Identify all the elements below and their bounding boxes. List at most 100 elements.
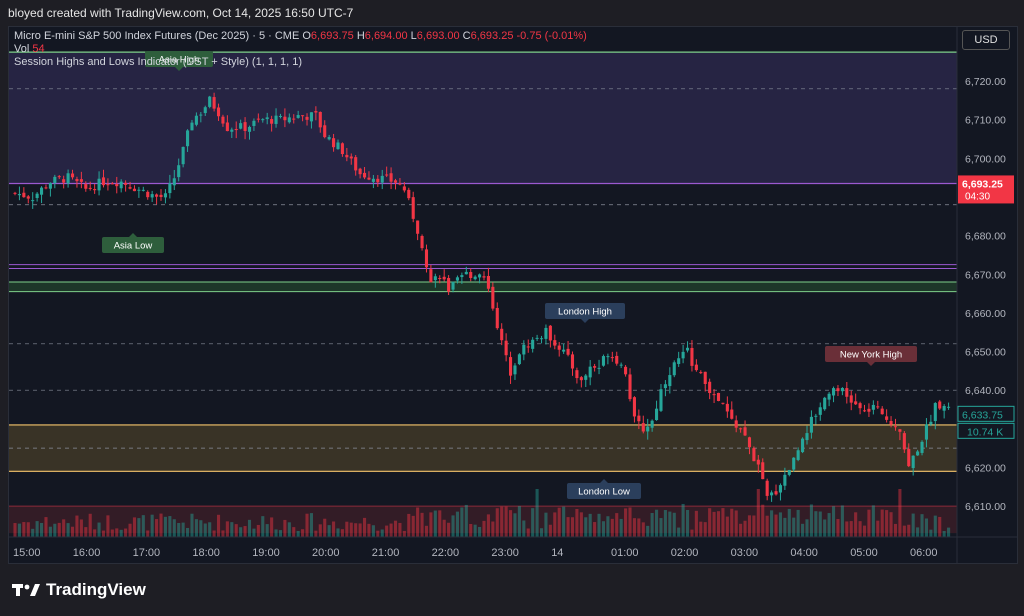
candle-body (920, 441, 924, 453)
volume-bar (933, 515, 937, 537)
volume-bar (809, 504, 813, 537)
volume-bar (172, 519, 176, 537)
volume-bar (898, 489, 902, 537)
ny-high-label-box (825, 346, 917, 362)
volume-bar (836, 519, 840, 537)
candle-body (641, 423, 645, 432)
volume-bar (721, 508, 725, 537)
volume-bar (26, 522, 30, 537)
volume-bar (893, 523, 898, 537)
candle-body (849, 395, 853, 403)
candle-body (283, 116, 287, 121)
volume-bar (637, 518, 641, 537)
volume-bar (398, 522, 402, 537)
candle-body (597, 367, 601, 369)
volume-bar (517, 506, 521, 537)
volume-bar (876, 520, 880, 537)
candle-body (345, 154, 349, 158)
volume-bar (137, 518, 141, 537)
volume-bar (597, 513, 601, 537)
volume-bar (62, 519, 66, 537)
candle-body (885, 416, 889, 420)
x-tick-label: 23:00 (491, 547, 519, 559)
candle-body (548, 325, 552, 341)
candle-body (420, 235, 424, 249)
volume-bar (889, 512, 893, 537)
candle-body (747, 437, 752, 448)
candle-body (292, 118, 296, 120)
volume-bar (199, 520, 203, 537)
chart-legend: Micro E-mini S&P 500 Index Futures (Dec … (14, 30, 587, 69)
candle-body (124, 182, 128, 185)
candle-body (318, 111, 322, 128)
volume-bar (730, 508, 734, 537)
volume-bar (216, 514, 221, 537)
volume-bar (278, 530, 283, 537)
candle-body (305, 116, 309, 120)
volume-bar (447, 522, 451, 537)
candle-body (110, 183, 114, 185)
volume-bar (97, 522, 101, 537)
volume-bars (13, 489, 951, 537)
candle-body (97, 178, 101, 191)
candle-body (469, 272, 473, 278)
volume-bar (332, 521, 336, 537)
candle-body (902, 433, 906, 450)
volume-bar (35, 521, 39, 537)
candle-body (150, 194, 154, 198)
volume-bar (234, 524, 238, 537)
volume-bar (849, 521, 853, 537)
volume-bar (212, 530, 216, 537)
price-chart[interactable]: 6,610.006,620.006,630.006,640.006,650.00… (9, 27, 1017, 563)
volume-bar (668, 511, 672, 537)
candle-body (632, 397, 636, 417)
symbol-name[interactable]: Micro E-mini S&P 500 Index Futures (Dec … (14, 30, 300, 42)
candle-body (252, 120, 256, 126)
volume-bar (641, 522, 645, 537)
volume-bar (854, 512, 858, 537)
volume-bar (907, 524, 911, 537)
currency-button[interactable]: USD (962, 30, 1010, 50)
volume-bar (420, 512, 424, 537)
volume-bar (327, 525, 331, 537)
bar-countdown: 04:30 (965, 191, 990, 202)
volume-bar (389, 523, 393, 537)
candle-body (606, 356, 610, 358)
candle-body (677, 358, 681, 364)
volume-bar (924, 518, 929, 537)
volume-bar (756, 489, 760, 537)
candle-body (239, 123, 243, 129)
volume-bar (504, 506, 508, 537)
candle-body (349, 156, 353, 159)
volume-bar (252, 528, 256, 537)
volume-badge-label: 10.74 K (967, 426, 1003, 438)
candle-body (840, 387, 844, 392)
chart-frame[interactable]: 6,610.006,620.006,630.006,640.006,650.00… (8, 26, 1018, 564)
volume-bar (141, 515, 145, 537)
indicator-name[interactable]: Session Highs and Lows Indicator (DST + … (14, 56, 303, 68)
volume-bar (66, 523, 70, 537)
volume-bar (13, 523, 17, 537)
volume-bar (774, 514, 778, 537)
tradingview-logo[interactable]: TradingView (12, 580, 146, 600)
candle-body (495, 307, 499, 329)
candle-body (570, 354, 575, 369)
volume-bar (544, 512, 548, 537)
candle-body (539, 338, 544, 340)
candle-body (216, 107, 221, 117)
volume-bar (681, 503, 685, 537)
y-tick-label: 6,710.00 (965, 115, 1006, 127)
volume-bar (155, 519, 159, 537)
volume-bar (53, 523, 57, 537)
volume-bar (632, 518, 636, 537)
candle-body (247, 126, 252, 132)
candle-body (827, 393, 831, 400)
candle-body (48, 182, 52, 189)
candle-body (53, 176, 57, 184)
volume-bar (765, 515, 769, 537)
candle-body (455, 277, 460, 281)
volume-bar (146, 530, 150, 537)
high-label: H (356, 30, 365, 42)
volume-bar (677, 527, 681, 537)
candle-body (57, 176, 61, 178)
